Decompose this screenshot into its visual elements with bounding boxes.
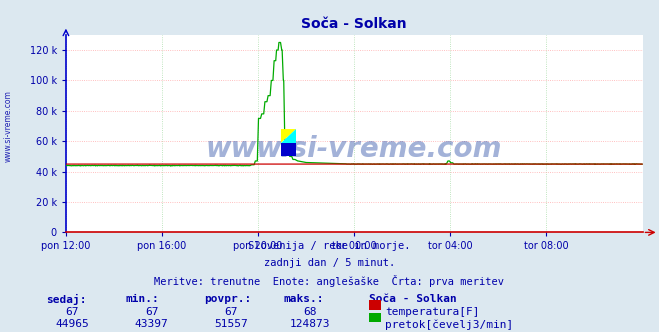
Title: Soča - Solkan: Soča - Solkan — [301, 17, 407, 31]
Text: sedaj:: sedaj: — [46, 294, 86, 305]
Text: 68: 68 — [303, 307, 316, 317]
Text: Meritve: trenutne  Enote: anglešaške  Črta: prva meritev: Meritve: trenutne Enote: anglešaške Črta… — [154, 275, 505, 287]
Text: 124873: 124873 — [289, 319, 330, 329]
Text: 44965: 44965 — [55, 319, 90, 329]
Text: 51557: 51557 — [214, 319, 248, 329]
Text: zadnji dan / 5 minut.: zadnji dan / 5 minut. — [264, 258, 395, 268]
Text: 67: 67 — [224, 307, 237, 317]
Polygon shape — [281, 129, 296, 143]
Bar — [281, 143, 296, 156]
Text: 67: 67 — [66, 307, 79, 317]
Text: 67: 67 — [145, 307, 158, 317]
Text: pretok[čevelj3/min]: pretok[čevelj3/min] — [385, 319, 513, 330]
Polygon shape — [281, 129, 296, 143]
Text: www.si-vreme.com: www.si-vreme.com — [4, 90, 13, 162]
Text: povpr.:: povpr.: — [204, 294, 252, 304]
Text: Soča - Solkan: Soča - Solkan — [369, 294, 457, 304]
Text: temperatura[F]: temperatura[F] — [385, 307, 479, 317]
Text: www.si-vreme.com: www.si-vreme.com — [206, 135, 502, 163]
Text: maks.:: maks.: — [283, 294, 324, 304]
Text: Slovenija / reke in morje.: Slovenija / reke in morje. — [248, 241, 411, 251]
Text: 43397: 43397 — [134, 319, 169, 329]
Text: min.:: min.: — [125, 294, 159, 304]
